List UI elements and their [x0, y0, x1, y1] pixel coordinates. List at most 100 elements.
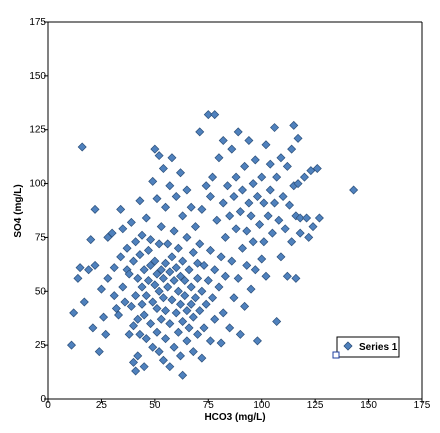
data-point	[137, 299, 147, 309]
data-point	[158, 355, 168, 365]
data-point	[161, 334, 171, 344]
data-point	[306, 166, 316, 176]
data-point	[261, 271, 271, 281]
data-point	[223, 181, 233, 191]
data-point	[133, 273, 143, 283]
data-point	[161, 306, 171, 316]
data-point	[165, 319, 175, 329]
data-point	[165, 181, 175, 191]
legend-selection-handle[interactable]	[332, 351, 340, 359]
data-point	[259, 237, 269, 247]
data-point	[120, 297, 130, 307]
data-point	[195, 239, 205, 249]
data-point	[293, 133, 303, 143]
data-point	[148, 342, 158, 352]
data-point	[126, 301, 136, 311]
data-point	[287, 237, 297, 247]
data-point	[237, 243, 247, 253]
data-point	[90, 260, 100, 270]
y-axis-ticks: 0 25 50 75 100 125 150 175	[29, 17, 48, 405]
data-point	[158, 163, 168, 173]
data-point	[176, 271, 185, 281]
data-point	[291, 273, 301, 283]
x-tick-label: 0	[45, 400, 51, 411]
data-point	[308, 222, 318, 232]
data-point	[291, 211, 301, 221]
data-point	[118, 224, 128, 234]
data-point	[199, 323, 209, 333]
data-point	[240, 161, 250, 171]
data-point	[272, 172, 282, 182]
data-point	[267, 228, 277, 238]
data-point	[88, 323, 98, 333]
data-point	[193, 273, 203, 283]
data-point	[188, 248, 198, 258]
data-point	[94, 347, 104, 357]
data-point	[165, 267, 175, 277]
data-point	[293, 179, 303, 189]
data-point	[188, 312, 198, 322]
data-point	[282, 271, 292, 281]
data-point	[67, 340, 77, 350]
data-point	[250, 155, 260, 165]
data-point	[173, 243, 183, 253]
data-point	[252, 336, 262, 346]
data-point	[229, 192, 239, 201]
data-point	[205, 336, 215, 346]
data-point	[248, 237, 258, 247]
data-point	[150, 144, 160, 154]
data-point	[139, 265, 149, 275]
data-point	[197, 353, 207, 363]
data-point	[195, 127, 205, 137]
x-axis-ticks: 0 25 50 75 100 125 150 175	[45, 399, 431, 411]
data-point	[128, 357, 138, 367]
y-tick-label: 100	[29, 179, 46, 190]
data-point	[146, 319, 156, 329]
data-point	[231, 224, 241, 234]
data-point	[272, 316, 282, 326]
x-tick-label: 100	[253, 400, 270, 411]
data-point	[201, 299, 211, 309]
data-point	[167, 295, 177, 305]
x-tick-label: 175	[414, 400, 431, 411]
data-point	[233, 127, 243, 137]
data-point	[180, 291, 190, 301]
data-point	[280, 224, 290, 234]
data-point	[143, 276, 153, 286]
data-point	[218, 135, 228, 145]
data-point	[240, 301, 250, 311]
data-point	[287, 144, 297, 154]
y-tick-label: 25	[35, 340, 47, 351]
data-point	[242, 260, 252, 270]
data-point	[255, 220, 265, 229]
x-tick-label: 150	[360, 400, 377, 411]
data-point	[197, 286, 207, 296]
data-point	[154, 239, 164, 249]
legend[interactable]: Series 1	[332, 336, 400, 359]
data-point	[180, 276, 190, 286]
data-point	[141, 213, 151, 223]
data-point	[197, 204, 207, 214]
data-point	[225, 323, 235, 333]
data-point	[205, 192, 215, 201]
data-point	[154, 151, 164, 161]
data-point	[270, 198, 280, 208]
data-point	[235, 207, 245, 217]
data-point	[231, 172, 241, 182]
data-point	[150, 256, 160, 266]
data-point	[182, 336, 192, 346]
data-point	[193, 258, 203, 268]
data-point	[276, 153, 286, 163]
data-point	[173, 327, 183, 337]
data-point	[208, 293, 218, 303]
data-point	[152, 327, 162, 337]
data-point	[199, 260, 209, 270]
x-axis-title: HCO3 (mg/L)	[204, 412, 265, 423]
data-point	[137, 282, 147, 292]
data-point	[152, 194, 162, 204]
data-point	[295, 213, 305, 223]
data-point	[270, 123, 280, 133]
y-tick-label: 150	[29, 71, 46, 82]
data-point	[302, 213, 312, 223]
